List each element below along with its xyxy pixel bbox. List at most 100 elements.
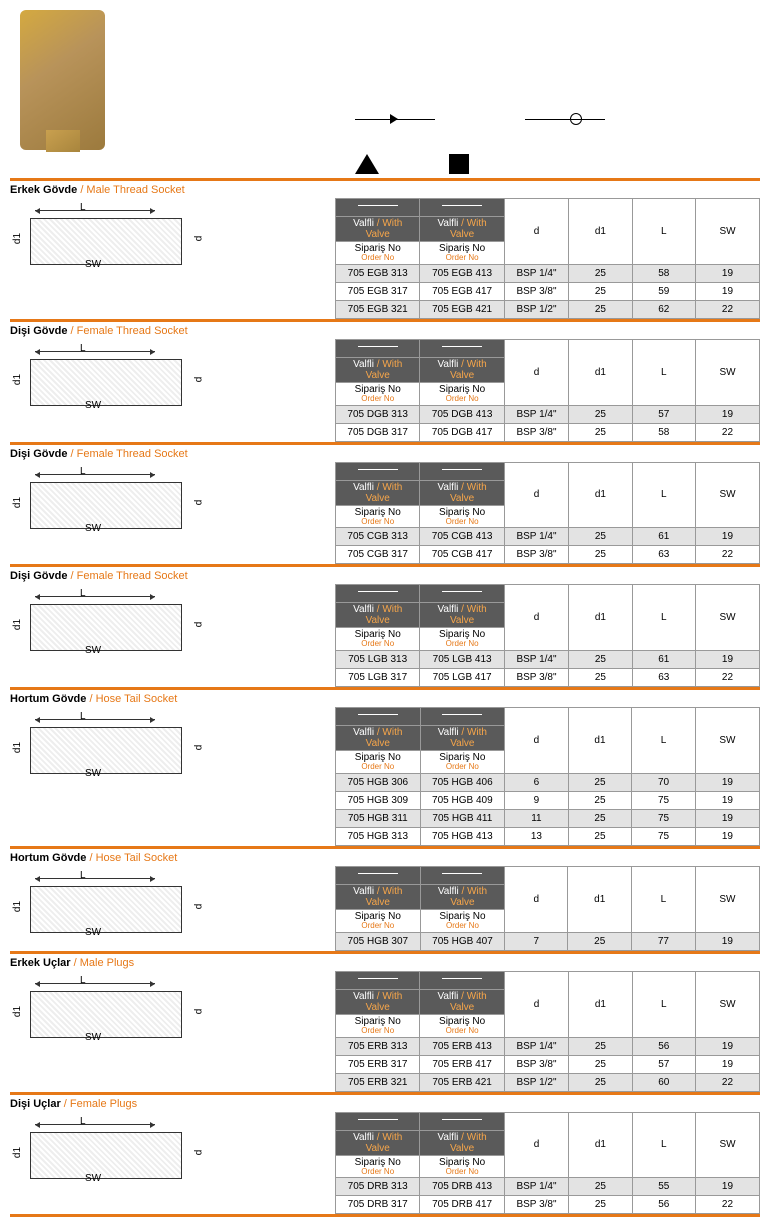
order-no-header: Sipariş NoOrder No [420, 505, 504, 528]
spec-section: Dişi Gövde / Female Thread SocketLd1dSWd… [10, 567, 760, 690]
cell-L: 61 [632, 528, 695, 546]
valve-label-tr: Valfli [437, 359, 458, 370]
dim-header-L: L [632, 1112, 695, 1178]
cell-o1: 705 CGB 317 [336, 546, 420, 564]
order-no-header: Sipariş NoOrder No [420, 382, 504, 405]
valve-header-icon [420, 585, 504, 603]
spec-table: dd1LSWValfli / With ValveValfli / With V… [335, 462, 760, 565]
valve-header-text: Valfli / With Valve [336, 480, 420, 505]
cell-L: 62 [632, 300, 695, 318]
cell-d1: 25 [569, 546, 632, 564]
section-title-en: / Female Thread Socket [67, 570, 187, 582]
order-label-en: Order No [340, 1168, 415, 1177]
cell-d: BSP 1/4" [504, 1037, 568, 1055]
dim-header-d: d [504, 199, 568, 265]
cell-d1: 25 [569, 282, 632, 300]
table-row: 705 DGB 313705 DGB 413BSP 1/4"255719 [336, 405, 760, 423]
valve-label-tr: Valfli [353, 991, 374, 1002]
section-body: Ld1dSWdd1LSWValfli / With ValveValfli / … [10, 198, 760, 319]
table-row: 705 HGB 313705 HGB 41313257519 [336, 827, 760, 845]
cell-SW: 19 [695, 405, 759, 423]
cell-o1: 705 HGB 313 [336, 827, 421, 845]
order-no-header: Sipariş NoOrder No [420, 242, 504, 265]
cell-d1: 25 [569, 264, 632, 282]
valve-label-tr: Valfli [438, 727, 459, 738]
cell-o1: 705 EGB 317 [336, 282, 420, 300]
spec-section: Erkek Gövde / Male Thread SocketLd1dSWdd… [10, 181, 760, 322]
order-no-header: Sipariş NoOrder No [420, 909, 505, 932]
dim-header-L: L [632, 708, 696, 774]
cell-o1: 705 HGB 306 [336, 773, 421, 791]
cell-o1: 705 ERB 317 [336, 1055, 420, 1073]
cell-o1: 705 DGB 317 [336, 423, 420, 441]
order-label-en: Order No [340, 763, 416, 772]
dim-header-d: d [504, 462, 568, 528]
order-no-header: Sipariş NoOrder No [336, 505, 420, 528]
cell-d1: 25 [569, 300, 632, 318]
section-title: Hortum Gövde / Hose Tail Socket [10, 690, 760, 707]
valve-label-tr: Valfli [353, 218, 374, 229]
cell-o2: 705 HGB 407 [420, 932, 505, 950]
dim-header-d: d [504, 971, 568, 1037]
shape-legend [355, 154, 760, 174]
cell-SW: 19 [695, 809, 759, 827]
technical-drawing: Ld1dSW [10, 707, 210, 777]
dim-header-d1: d1 [568, 866, 632, 932]
order-no-header: Sipariş NoOrder No [336, 1014, 420, 1037]
cell-o1: 705 HGB 309 [336, 791, 421, 809]
spec-section: Dişi Gövde / Female Thread SocketLd1dSWd… [10, 322, 760, 445]
order-no-header: Sipariş NoOrder No [336, 1155, 420, 1178]
cell-o1: 705 LGB 317 [336, 669, 420, 687]
dim-header-d: d [505, 866, 568, 932]
triangle-icon [355, 154, 379, 174]
dim-header-L: L [632, 462, 695, 528]
dim-header-d1: d1 [569, 462, 632, 528]
table-row: 705 CGB 313705 CGB 413BSP 1/4"256119 [336, 528, 760, 546]
cell-d: BSP 1/2" [504, 300, 568, 318]
valve-header-icon [420, 199, 504, 217]
order-label-tr: Sipariş No [424, 1157, 499, 1168]
cell-SW: 19 [695, 827, 759, 845]
dim-header-d1: d1 [569, 1112, 632, 1178]
dim-header-L: L [632, 866, 696, 932]
cell-SW: 19 [695, 528, 759, 546]
cell-d: BSP 1/4" [504, 528, 568, 546]
technical-drawing: Ld1dSW [10, 1112, 210, 1182]
order-no-header: Sipariş NoOrder No [336, 382, 420, 405]
valve-header-text: Valfli / With Valve [336, 1130, 420, 1155]
dim-header-SW: SW [695, 199, 759, 265]
table-row: 705 ERB 317705 ERB 417BSP 3/8"255719 [336, 1055, 760, 1073]
table-row: 705 DGB 317705 DGB 417BSP 3/8"255822 [336, 423, 760, 441]
cell-d: BSP 3/8" [504, 423, 568, 441]
table-row: 705 HGB 306705 HGB 4066257019 [336, 773, 760, 791]
valve-header-icon [336, 866, 421, 884]
dim-header-SW: SW [695, 339, 759, 405]
table-row: 705 EGB 317705 EGB 417BSP 3/8"255919 [336, 282, 760, 300]
cell-L: 70 [632, 773, 696, 791]
cell-o1: 705 CGB 313 [336, 528, 420, 546]
cell-L: 77 [632, 932, 696, 950]
section-body: Ld1dSWdd1LSWValfli / With ValveValfli / … [10, 462, 760, 565]
cell-L: 61 [632, 651, 695, 669]
table-row: 705 DRB 313705 DRB 413BSP 1/4"255519 [336, 1178, 760, 1196]
section-title: Dişi Gövde / Female Thread Socket [10, 567, 760, 584]
cell-d1: 25 [568, 932, 632, 950]
order-no-header: Sipariş NoOrder No [420, 751, 505, 774]
valve-symbol-2 [525, 110, 605, 130]
table-row: 705 HGB 309705 HGB 4099257519 [336, 791, 760, 809]
cell-L: 58 [632, 264, 695, 282]
cell-SW: 19 [695, 791, 759, 809]
technical-drawing: Ld1dSW [10, 584, 210, 654]
dim-header-L: L [632, 339, 695, 405]
cell-d: BSP 1/2" [504, 1073, 568, 1091]
cell-o1: 705 ERB 321 [336, 1073, 420, 1091]
page-header [10, 10, 760, 150]
section-body: Ld1dSWdd1LSWValfli / With ValveValfli / … [10, 584, 760, 687]
cell-L: 63 [632, 546, 695, 564]
cell-SW: 22 [695, 423, 759, 441]
cell-o2: 705 EGB 421 [420, 300, 504, 318]
valve-header-icon [420, 971, 504, 989]
cell-o1: 705 EGB 321 [336, 300, 420, 318]
cell-d: BSP 3/8" [504, 1196, 568, 1214]
cell-o1: 705 LGB 313 [336, 651, 420, 669]
